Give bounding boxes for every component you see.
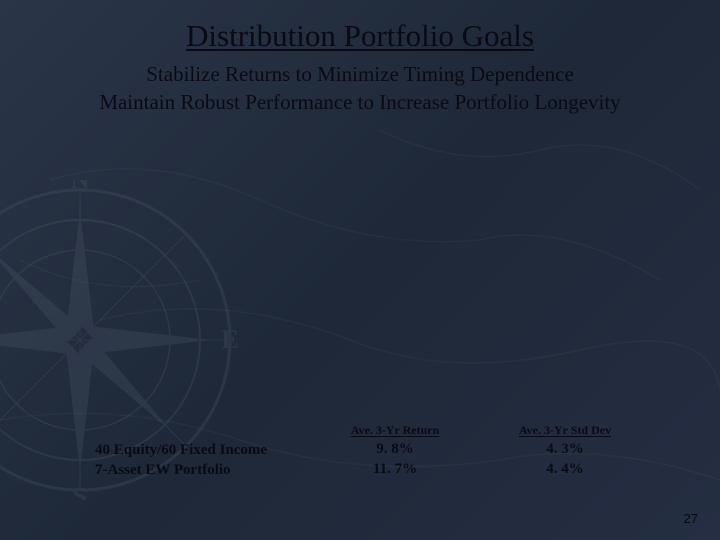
return-column: Ave. 3-Yr Return 9. 8% 11. 7% [330,423,460,480]
cell-value: 11. 7% [330,460,460,480]
row-label: 7-Asset EW Portfolio [95,461,330,481]
row-labels-column: 40 Equity/60 Fixed Income 7-Asset EW Por… [95,423,330,480]
slide-subtitle: Stabilize Returns to Minimize Timing Dep… [0,60,720,117]
slide-title: Distribution Portfolio Goals [0,0,720,54]
column-header: Ave. 3-Yr Return [330,423,460,438]
subtitle-line-1: Stabilize Returns to Minimize Timing Dep… [0,60,720,88]
page-number: 27 [684,511,698,526]
cell-value: 9. 8% [330,440,460,460]
subtitle-line-2: Maintain Robust Performance to Increase … [0,88,720,116]
stddev-column: Ave. 3-Yr Std Dev 4. 3% 4. 4% [500,423,630,480]
row-label: 40 Equity/60 Fixed Income [95,441,330,461]
cell-value: 4. 3% [500,440,630,460]
cell-value: 4. 4% [500,460,630,480]
column-header: Ave. 3-Yr Std Dev [500,423,630,438]
data-table: 40 Equity/60 Fixed Income 7-Asset EW Por… [95,423,660,480]
